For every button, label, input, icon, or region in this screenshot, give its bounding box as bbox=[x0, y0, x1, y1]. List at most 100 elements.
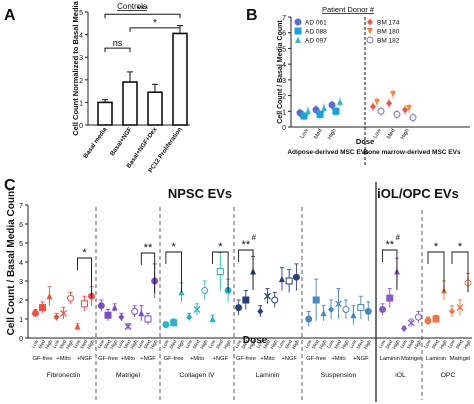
c-dose-label: High bbox=[439, 339, 449, 351]
c-data-point bbox=[449, 307, 455, 315]
c-data-point bbox=[342, 306, 350, 313]
c-significance-label: * bbox=[82, 247, 87, 259]
c-data-point bbox=[432, 315, 440, 323]
b-data-point bbox=[402, 106, 408, 114]
c-significance-label: * bbox=[218, 241, 223, 253]
c-dose-label: Low bbox=[255, 339, 265, 350]
c-group-label: Suspension bbox=[321, 372, 357, 379]
c-dose-label: High bbox=[223, 339, 233, 351]
c-data-point bbox=[124, 323, 132, 331]
c-section-title: NPSC EVs bbox=[168, 186, 232, 201]
c-section-title: iOL/OPC EVs bbox=[377, 186, 459, 201]
c-dose-label: Low bbox=[447, 339, 457, 350]
c-data-point bbox=[401, 325, 408, 332]
panel-b: 0 1 2 3 4 5 6 7 Patient Donor # Cell Count / Basa… bbox=[277, 5, 470, 165]
a-category-label: Basal+NGF bbox=[109, 126, 134, 157]
c-data-point bbox=[386, 294, 394, 302]
c-dose-label: Low bbox=[116, 339, 126, 350]
c-x-label: Dose bbox=[243, 335, 268, 346]
c-dose-label: Low bbox=[277, 339, 287, 350]
c-significance-bracket bbox=[382, 249, 398, 290]
c-dose-label: High bbox=[291, 339, 301, 351]
b-data-point bbox=[370, 103, 376, 111]
c-dose-label: Low bbox=[184, 339, 194, 350]
c-dose-label: Med bbox=[37, 339, 47, 350]
c-data-point bbox=[364, 307, 372, 315]
c-data-point bbox=[278, 275, 285, 283]
c-y-tick-label: 1 bbox=[19, 317, 23, 324]
a-bar bbox=[147, 91, 163, 126]
c-data-point bbox=[379, 306, 387, 313]
c-dose-label: Med bbox=[356, 339, 366, 350]
b-data-point bbox=[409, 114, 417, 122]
c-dose-label: Med bbox=[311, 339, 321, 350]
c-dose-label: Low bbox=[304, 339, 314, 350]
c-data-point bbox=[97, 302, 105, 310]
a-bar bbox=[97, 101, 113, 126]
c-y-tick-label: 7 bbox=[19, 203, 23, 210]
c-dose-label: High bbox=[248, 339, 258, 351]
c-dose-label: Low bbox=[378, 339, 388, 350]
b-group-label: Bone marrow-derived MSC EVs bbox=[363, 149, 461, 156]
c-dose-label: Low bbox=[31, 339, 41, 350]
c-dose-label: Med bbox=[58, 339, 68, 350]
c-data-point bbox=[285, 277, 293, 285]
c-dose-label: Med bbox=[79, 339, 89, 350]
c-dose-label: Low bbox=[326, 339, 336, 350]
b-legend-marker bbox=[367, 18, 373, 26]
b-legend-marker bbox=[294, 27, 302, 35]
a-title: Controls bbox=[117, 2, 147, 11]
b-data-point bbox=[316, 110, 324, 118]
c-sublabel: +NGF bbox=[140, 356, 156, 362]
b-data-point bbox=[305, 107, 311, 115]
c-y-tick-label: 0 bbox=[19, 336, 23, 343]
c-group-label: Fibronectin bbox=[47, 372, 81, 379]
a-bar bbox=[172, 32, 188, 126]
c-sublabel: GF-free bbox=[164, 356, 184, 362]
c-significance-bracket bbox=[212, 251, 229, 292]
a-category-label: Basal media bbox=[82, 126, 109, 160]
c-significance-label: ** bbox=[144, 242, 153, 254]
c-group-label: Laminin bbox=[256, 372, 280, 379]
a-significance-bracket bbox=[104, 13, 181, 19]
c-dose-label: Med bbox=[192, 339, 202, 350]
c-dose-label: Med bbox=[262, 339, 272, 350]
c-y-tick-label: 6 bbox=[19, 222, 23, 229]
c-sublabel: GF-free bbox=[33, 356, 53, 362]
a-significance-label: * bbox=[153, 18, 157, 29]
c-group-label: Collagen IV bbox=[179, 372, 215, 379]
b-y-tick-label: 6 bbox=[282, 31, 286, 38]
c-sublabel: +Mito bbox=[56, 356, 70, 362]
c-sublabel: GF-free bbox=[306, 356, 326, 362]
c-data-point bbox=[216, 268, 224, 275]
c-data-point bbox=[257, 307, 264, 315]
c-significance-bracket bbox=[77, 257, 92, 298]
b-dose-label: Med bbox=[313, 128, 324, 140]
b-x-label: Dose bbox=[356, 137, 374, 146]
c-data-point bbox=[81, 300, 88, 308]
a-y-tick-label: 5 bbox=[79, 10, 83, 17]
c-significance-label: * bbox=[172, 241, 177, 253]
c-data-point bbox=[312, 296, 320, 304]
b-data-point bbox=[390, 91, 396, 98]
c-dose-label: Med bbox=[455, 339, 465, 350]
c-dose-label: Med bbox=[333, 339, 343, 350]
c-sublabel: +NGF bbox=[353, 356, 369, 362]
c-significance-bracket bbox=[238, 249, 254, 290]
b-y-tick-label: 7 bbox=[282, 15, 286, 22]
c-significance-extra: # bbox=[396, 233, 401, 242]
a-y-tick-label: 4 bbox=[79, 33, 83, 40]
c-significance-bracket bbox=[140, 252, 156, 293]
b-data-point bbox=[332, 107, 340, 115]
c-sublabel: +Mito bbox=[260, 356, 274, 362]
b-legend-label: BM 174 bbox=[377, 20, 400, 27]
c-group-label: OPC bbox=[441, 372, 456, 379]
c-dose-label: Low bbox=[423, 339, 433, 350]
c-dose-label: Med bbox=[406, 339, 416, 350]
a-significance-bracket bbox=[104, 47, 131, 53]
panel-letter-a: A bbox=[4, 7, 16, 24]
b-y-tick-label: 0 bbox=[282, 125, 286, 132]
b-y-tick-label: 3 bbox=[282, 78, 286, 85]
b-legend-marker bbox=[295, 36, 301, 43]
